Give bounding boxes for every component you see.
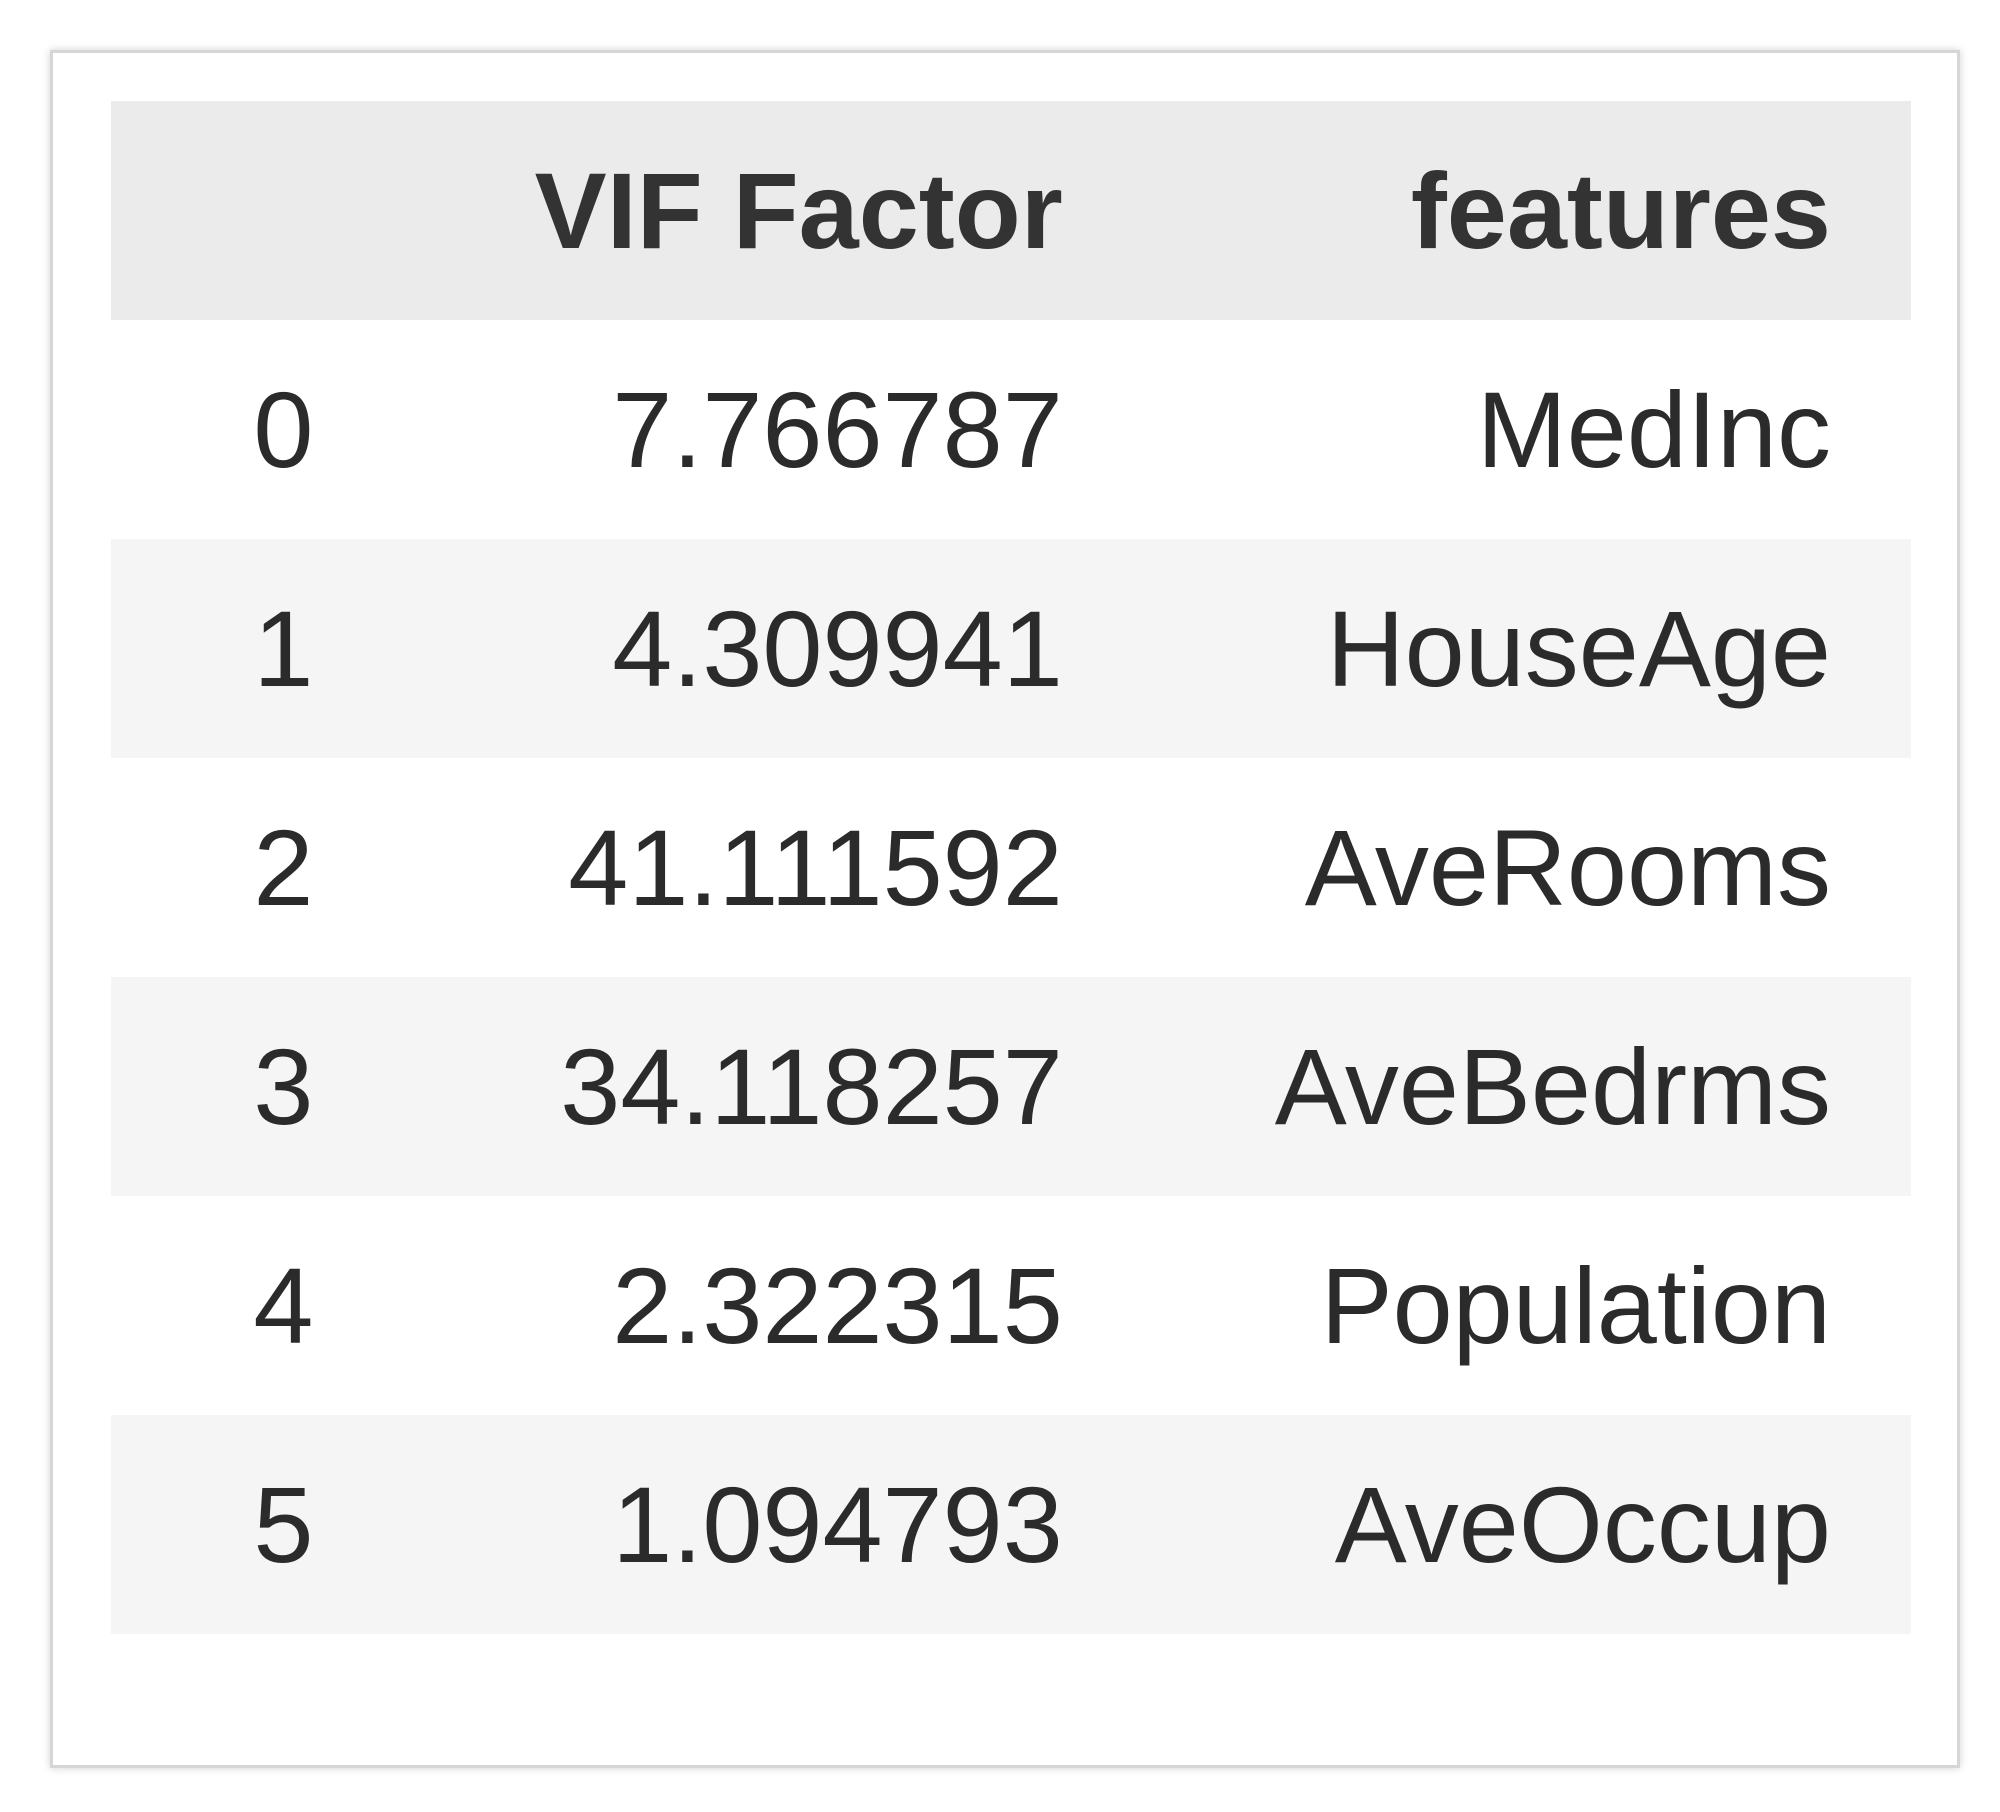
vif-value: 4.309941 (612, 587, 1063, 709)
row-index: 1 (253, 587, 314, 709)
table-row: 3 34.118257 AveBedrms (111, 977, 1911, 1196)
row-index: 3 (253, 1025, 314, 1147)
table-row: 0 7.766787 MedInc (111, 320, 1911, 539)
vif-factor-column-header: VIF Factor (534, 149, 1063, 271)
table-row: 2 41.111592 AveRooms (111, 758, 1911, 977)
vif-value: 2.322315 (612, 1244, 1063, 1366)
table-body: 0 7.766787 MedInc 1 4.309941 HouseAge 2 … (111, 320, 1911, 1634)
feature-name: AveRooms (1304, 806, 1831, 928)
row-index: 4 (253, 1244, 314, 1366)
feature-name: Population (1320, 1244, 1831, 1366)
table-row: 5 1.094793 AveOccup (111, 1415, 1911, 1634)
vif-value: 34.118257 (560, 1025, 1063, 1147)
feature-name: AveBedrms (1274, 1025, 1831, 1147)
vif-value: 1.094793 (612, 1463, 1063, 1585)
vif-table: VIF Factor features 0 7.766787 MedInc 1 … (111, 101, 1911, 1634)
feature-name: HouseAge (1326, 587, 1831, 709)
vif-value: 41.111592 (568, 806, 1063, 928)
feature-name: MedInc (1476, 368, 1831, 490)
row-index: 2 (253, 806, 314, 928)
row-index: 0 (253, 368, 314, 490)
vif-value: 7.766787 (612, 368, 1063, 490)
row-index: 5 (253, 1463, 314, 1585)
dataframe-output: VIF Factor features 0 7.766787 MedInc 1 … (50, 50, 1960, 1768)
table-row: 4 2.322315 Population (111, 1196, 1911, 1415)
feature-name: AveOccup (1334, 1463, 1831, 1585)
index-column-header (111, 101, 394, 320)
features-column-header: features (1410, 149, 1831, 271)
table-header: VIF Factor features (111, 101, 1911, 320)
header-row: VIF Factor features (111, 101, 1911, 320)
table-row: 1 4.309941 HouseAge (111, 539, 1911, 758)
